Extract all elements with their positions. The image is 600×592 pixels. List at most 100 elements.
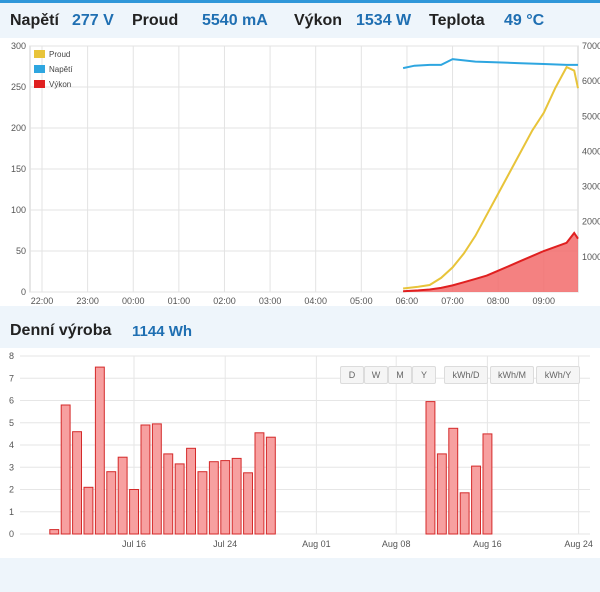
live-y-left-tick: 150 [11, 164, 26, 174]
daily-bar [448, 427, 459, 535]
daily-bar [231, 457, 242, 535]
daily-x-tick: Aug 01 [302, 539, 331, 549]
live-x-tick: 06:00 [396, 296, 419, 306]
live-y-right-tick: 3000 [582, 182, 600, 192]
daily-bar [163, 453, 174, 535]
daily-y-tick: 8 [9, 351, 14, 361]
power-label: Výkon [294, 12, 343, 29]
live-x-tick: 03:00 [259, 296, 282, 306]
daily-bar [425, 401, 436, 535]
daily-y-tick: 0 [9, 529, 14, 539]
daily-y-tick: 7 [9, 373, 14, 383]
daily-bar [174, 463, 185, 535]
daily-bar [83, 486, 94, 535]
daily-bar [243, 472, 254, 535]
daily-chart-svg[interactable]: 0 1 2 3 4 5 6 7 8 Jul 16 Jul 24 Aug 01 Aug 08 Aug 16 A… [0, 348, 600, 558]
daily-bar [49, 529, 60, 535]
current-value: 5540 mA [202, 12, 268, 29]
legend-swatch [34, 50, 45, 58]
daily-production-header: Denní výroba 1144 Wh [0, 318, 600, 344]
daily-production-value: 1144 Wh [132, 323, 193, 340]
legend-swatch [34, 65, 45, 73]
series-power-line [403, 231, 579, 293]
daily-x-tick: Aug 24 [564, 539, 593, 549]
live-y-left-tick: 0 [21, 287, 26, 297]
live-y-left-tick: 250 [11, 82, 26, 92]
button-month[interactable]: M [388, 366, 412, 384]
daily-bar [151, 423, 162, 535]
daily-bar [471, 465, 482, 535]
top-accent-bar [0, 0, 600, 3]
live-x-tick: 00:00 [122, 296, 145, 306]
daily-x-tick: Jul 16 [122, 539, 146, 549]
voltage-label: Napětí [10, 12, 59, 29]
series-voltage-line [402, 58, 578, 70]
live-y-left-tick: 200 [11, 123, 26, 133]
daily-bar [197, 471, 208, 535]
temperature-value: 49 °C [504, 12, 545, 29]
daily-bar [72, 431, 82, 535]
daily-y-tick: 2 [9, 485, 14, 495]
daily-bar [60, 404, 71, 535]
daily-x-tick: Aug 16 [473, 539, 502, 549]
live-chart-svg[interactable]: 0 50 100 150 200 250 300 1000 2000 3000 4000 5000 60… [0, 38, 600, 306]
daily-y-tick: 1 [9, 507, 14, 517]
daily-bar [117, 456, 128, 535]
live-y-left-tick: 50 [16, 246, 26, 256]
daily-chart[interactable]: 0 1 2 3 4 5 6 7 8 Jul 16 Jul 24 Aug 01 Aug 08 Aug 16 A… [0, 348, 600, 558]
live-y-right-tick: 4000 [582, 146, 600, 156]
live-y-left-tick: 100 [11, 205, 26, 215]
current-label: Proud [132, 12, 179, 29]
daily-bar [482, 433, 493, 535]
legend-label: Výkon [49, 80, 71, 89]
daily-x-tick: Jul 24 [213, 539, 237, 549]
live-x-tick: 23:00 [76, 296, 99, 306]
daily-y-tick: 3 [9, 462, 14, 472]
voltage-value: 277 V [72, 12, 114, 29]
live-y-right-tick: 5000 [582, 111, 600, 121]
button-kwh-day[interactable]: kWh/D [444, 366, 488, 384]
daily-bar [186, 447, 197, 535]
daily-bar [265, 436, 276, 535]
button-year[interactable]: Y [412, 366, 436, 384]
daily-bar [220, 460, 231, 535]
series-current-line [402, 65, 579, 290]
temperature-label: Teplota [429, 12, 485, 29]
daily-bar [106, 471, 117, 535]
live-y-right-tick: 7000 [582, 41, 600, 51]
daily-y-tick: 6 [9, 396, 14, 406]
daily-production-label: Denní výroba [10, 322, 112, 339]
daily-bar [436, 453, 447, 535]
legend-label: Napětí [49, 65, 73, 74]
live-y-right-tick: 6000 [582, 76, 600, 86]
daily-y-tick: 5 [9, 418, 14, 428]
daily-bar [129, 489, 140, 535]
live-chart[interactable]: 0 50 100 150 200 250 300 1000 2000 3000 4000 5000 60… [0, 38, 600, 306]
button-day[interactable]: D [340, 366, 364, 384]
live-x-tick: 01:00 [168, 296, 191, 306]
live-x-tick: 09:00 [533, 296, 556, 306]
daily-bar [459, 492, 470, 535]
button-kwh-month[interactable]: kWh/M [490, 366, 534, 384]
power-value: 1534 W [356, 12, 412, 29]
stats-bar: Napětí 277 V Proud 5540 mA Výkon 1534 W … [10, 10, 590, 32]
live-x-tick: 08:00 [487, 296, 510, 306]
legend-swatch [34, 80, 45, 88]
live-y-right-tick: 1000 [582, 252, 600, 262]
live-x-tick: 22:00 [31, 296, 54, 306]
live-y-right-tick: 2000 [582, 217, 600, 227]
live-x-tick: 05:00 [350, 296, 373, 306]
daily-bar [254, 432, 265, 535]
daily-y-tick: 4 [9, 440, 14, 450]
daily-x-tick: Aug 08 [382, 539, 411, 549]
daily-bar [140, 424, 151, 535]
live-x-tick: 04:00 [304, 296, 327, 306]
button-kwh-year[interactable]: kWh/Y [536, 366, 580, 384]
live-y-left-tick: 300 [11, 41, 26, 51]
live-x-tick: 07:00 [441, 296, 464, 306]
legend-label: Proud [49, 50, 70, 59]
series-power-area [403, 233, 578, 292]
daily-bar [208, 461, 219, 535]
button-week[interactable]: W [364, 366, 388, 384]
daily-bar [94, 366, 105, 535]
